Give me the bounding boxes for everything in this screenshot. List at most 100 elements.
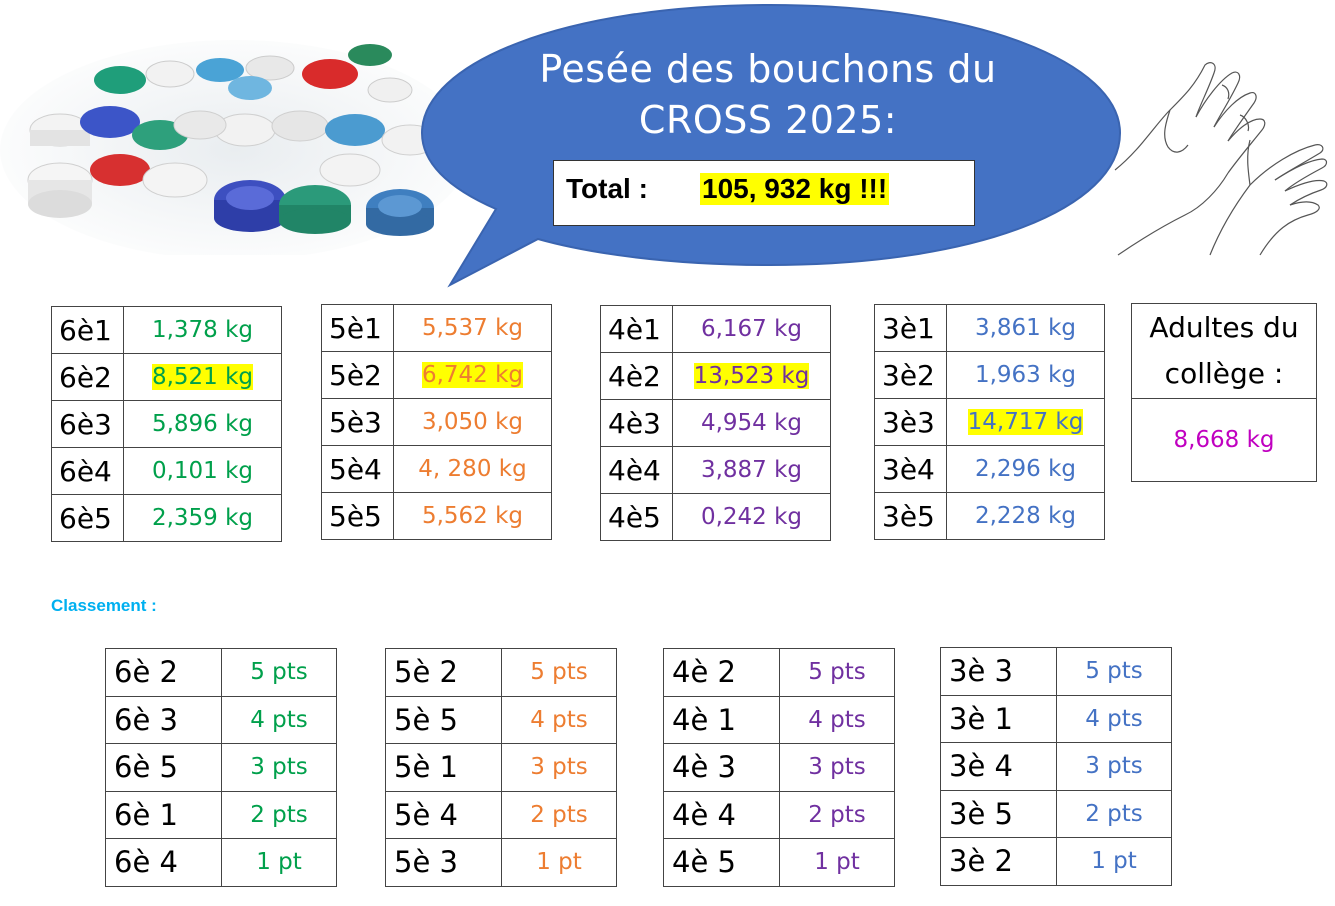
- adults-box: Adultes du collège : 8,668 kg: [1131, 303, 1317, 482]
- ranked-class-cell: 6è 4: [105, 838, 222, 887]
- ranked-class-cell: 6è 3: [105, 695, 222, 744]
- class-name-cell: 4è2: [600, 352, 673, 400]
- points-cell: 5 pts: [779, 648, 895, 697]
- points-cell: 5 pts: [221, 648, 337, 697]
- classement-label: Classement :: [51, 596, 157, 615]
- weight-value: 3,050 kg: [421, 409, 524, 435]
- weight-value-cell: 8,521 kg: [123, 353, 282, 401]
- class-name-cell: 5è5: [321, 492, 394, 540]
- weight-value: 4, 280 kg: [418, 456, 527, 482]
- points-cell: 2 pts: [1056, 789, 1172, 838]
- table-row: 5è2 6,742 kg: [321, 351, 552, 399]
- class-name-cell: 5è2: [321, 351, 394, 399]
- weight-value: 3,887 kg: [700, 457, 803, 483]
- page-title-line-2: CROSS 2025:: [638, 98, 898, 142]
- weights-table-third: 3è1 3,861 kg 3è2 1,963 kg 3è3 14,717 kg 3è4 2,2…: [874, 304, 1105, 540]
- weight-value-cell: 1,963 kg: [946, 351, 1105, 399]
- weight-value-cell: 0,242 kg: [672, 493, 831, 541]
- weight-value: 1,378 kg: [151, 317, 254, 343]
- adults-value: 8,668 kg: [1173, 427, 1275, 453]
- adults-label: Adultes du collège :: [1132, 304, 1316, 399]
- weight-value: 1,963 kg: [974, 362, 1077, 388]
- ranked-class-cell: 3è 1: [940, 694, 1057, 743]
- clapping-hands-icon: [1114, 62, 1328, 256]
- page-title-line-1: Pesée des bouchons du: [539, 47, 997, 91]
- table-row: 6è1 1,378 kg: [51, 306, 282, 354]
- ranked-class-cell: 5è 5: [385, 695, 502, 744]
- ranked-class-cell: 6è 1: [105, 790, 222, 839]
- ranked-class-cell: 5è 1: [385, 743, 502, 792]
- points-cell: 5 pts: [501, 648, 617, 697]
- total-box: Total : 105, 932 kg !!!: [553, 160, 975, 226]
- cap-group-middle: [29, 106, 439, 156]
- weight-value-cell: 6,742 kg: [393, 351, 552, 399]
- table-row: 5è1 5,537 kg: [321, 304, 552, 352]
- table-row: 5è3 3,050 kg: [321, 398, 552, 446]
- table-row: 4è5 0,242 kg: [600, 493, 831, 541]
- bottle-caps-image: [0, 40, 470, 255]
- ranked-class-cell: 3è 3: [940, 647, 1057, 696]
- weight-value-cell: 3,861 kg: [946, 304, 1105, 352]
- ranked-class-cell: 4è 1: [663, 695, 780, 744]
- total-label: Total :: [566, 173, 648, 204]
- points-cell: 2 pts: [221, 790, 337, 839]
- ranked-class-cell: 3è 2: [940, 837, 1057, 886]
- points-cell: 1 pt: [779, 838, 895, 887]
- points-cell: 3 pts: [1056, 742, 1172, 791]
- weight-value: 6,167 kg: [700, 316, 803, 342]
- total-value: 105, 932 kg !!!: [700, 173, 890, 205]
- class-name-cell: 6è2: [51, 353, 124, 401]
- table-row: 6è3 5,896 kg: [51, 400, 282, 448]
- points-cell: 3 pts: [221, 743, 337, 792]
- weight-value-cell: 2,296 kg: [946, 445, 1105, 493]
- points-cell: 4 pts: [1056, 694, 1172, 743]
- weight-value-cell: 1,378 kg: [123, 306, 282, 354]
- table-row: 3è5 2,228 kg: [874, 492, 1105, 540]
- ranked-class-cell: 5è 3: [385, 838, 502, 887]
- cap-group-back: [94, 44, 413, 103]
- class-name-cell: 3è3: [874, 398, 947, 446]
- weight-value: 13,523 kg: [693, 363, 810, 389]
- table-row: 6è5 2,359 kg: [51, 494, 282, 542]
- class-name-cell: 3è4: [874, 445, 947, 493]
- weight-value-cell: 3,050 kg: [393, 398, 552, 446]
- table-row: 3è4 2,296 kg: [874, 445, 1105, 493]
- ranked-class-cell: 3è 4: [940, 742, 1057, 791]
- class-name-cell: 4è1: [600, 305, 673, 353]
- weight-value: 14,717 kg: [967, 409, 1084, 435]
- ranked-class-cell: 4è 5: [663, 838, 780, 887]
- cap-group-front: [27, 153, 434, 236]
- weight-value: 4,954 kg: [700, 410, 803, 436]
- points-cell: 4 pts: [221, 695, 337, 744]
- table-row: 6è4 0,101 kg: [51, 447, 282, 495]
- weight-value: 2,359 kg: [151, 505, 254, 531]
- weight-value-cell: 5,896 kg: [123, 400, 282, 448]
- table-row: 3è1 3,861 kg: [874, 304, 1105, 352]
- ranked-class-cell: 4è 4: [663, 790, 780, 839]
- points-cell: 2 pts: [779, 790, 895, 839]
- points-cell: 3 pts: [501, 743, 617, 792]
- weight-value: 8,521 kg: [151, 364, 254, 390]
- table-row: 6è2 8,521 kg: [51, 353, 282, 401]
- table-row: 4è3 4,954 kg: [600, 399, 831, 447]
- table-row: 4è1 6,167 kg: [600, 305, 831, 353]
- ranked-class-cell: 3è 5: [940, 789, 1057, 838]
- ranked-class-cell: 6è 5: [105, 743, 222, 792]
- weight-value-cell: 14,717 kg: [946, 398, 1105, 446]
- ranked-class-cell: 5è 4: [385, 790, 502, 839]
- weight-value-cell: 13,523 kg: [672, 352, 831, 400]
- class-name-cell: 6è5: [51, 494, 124, 542]
